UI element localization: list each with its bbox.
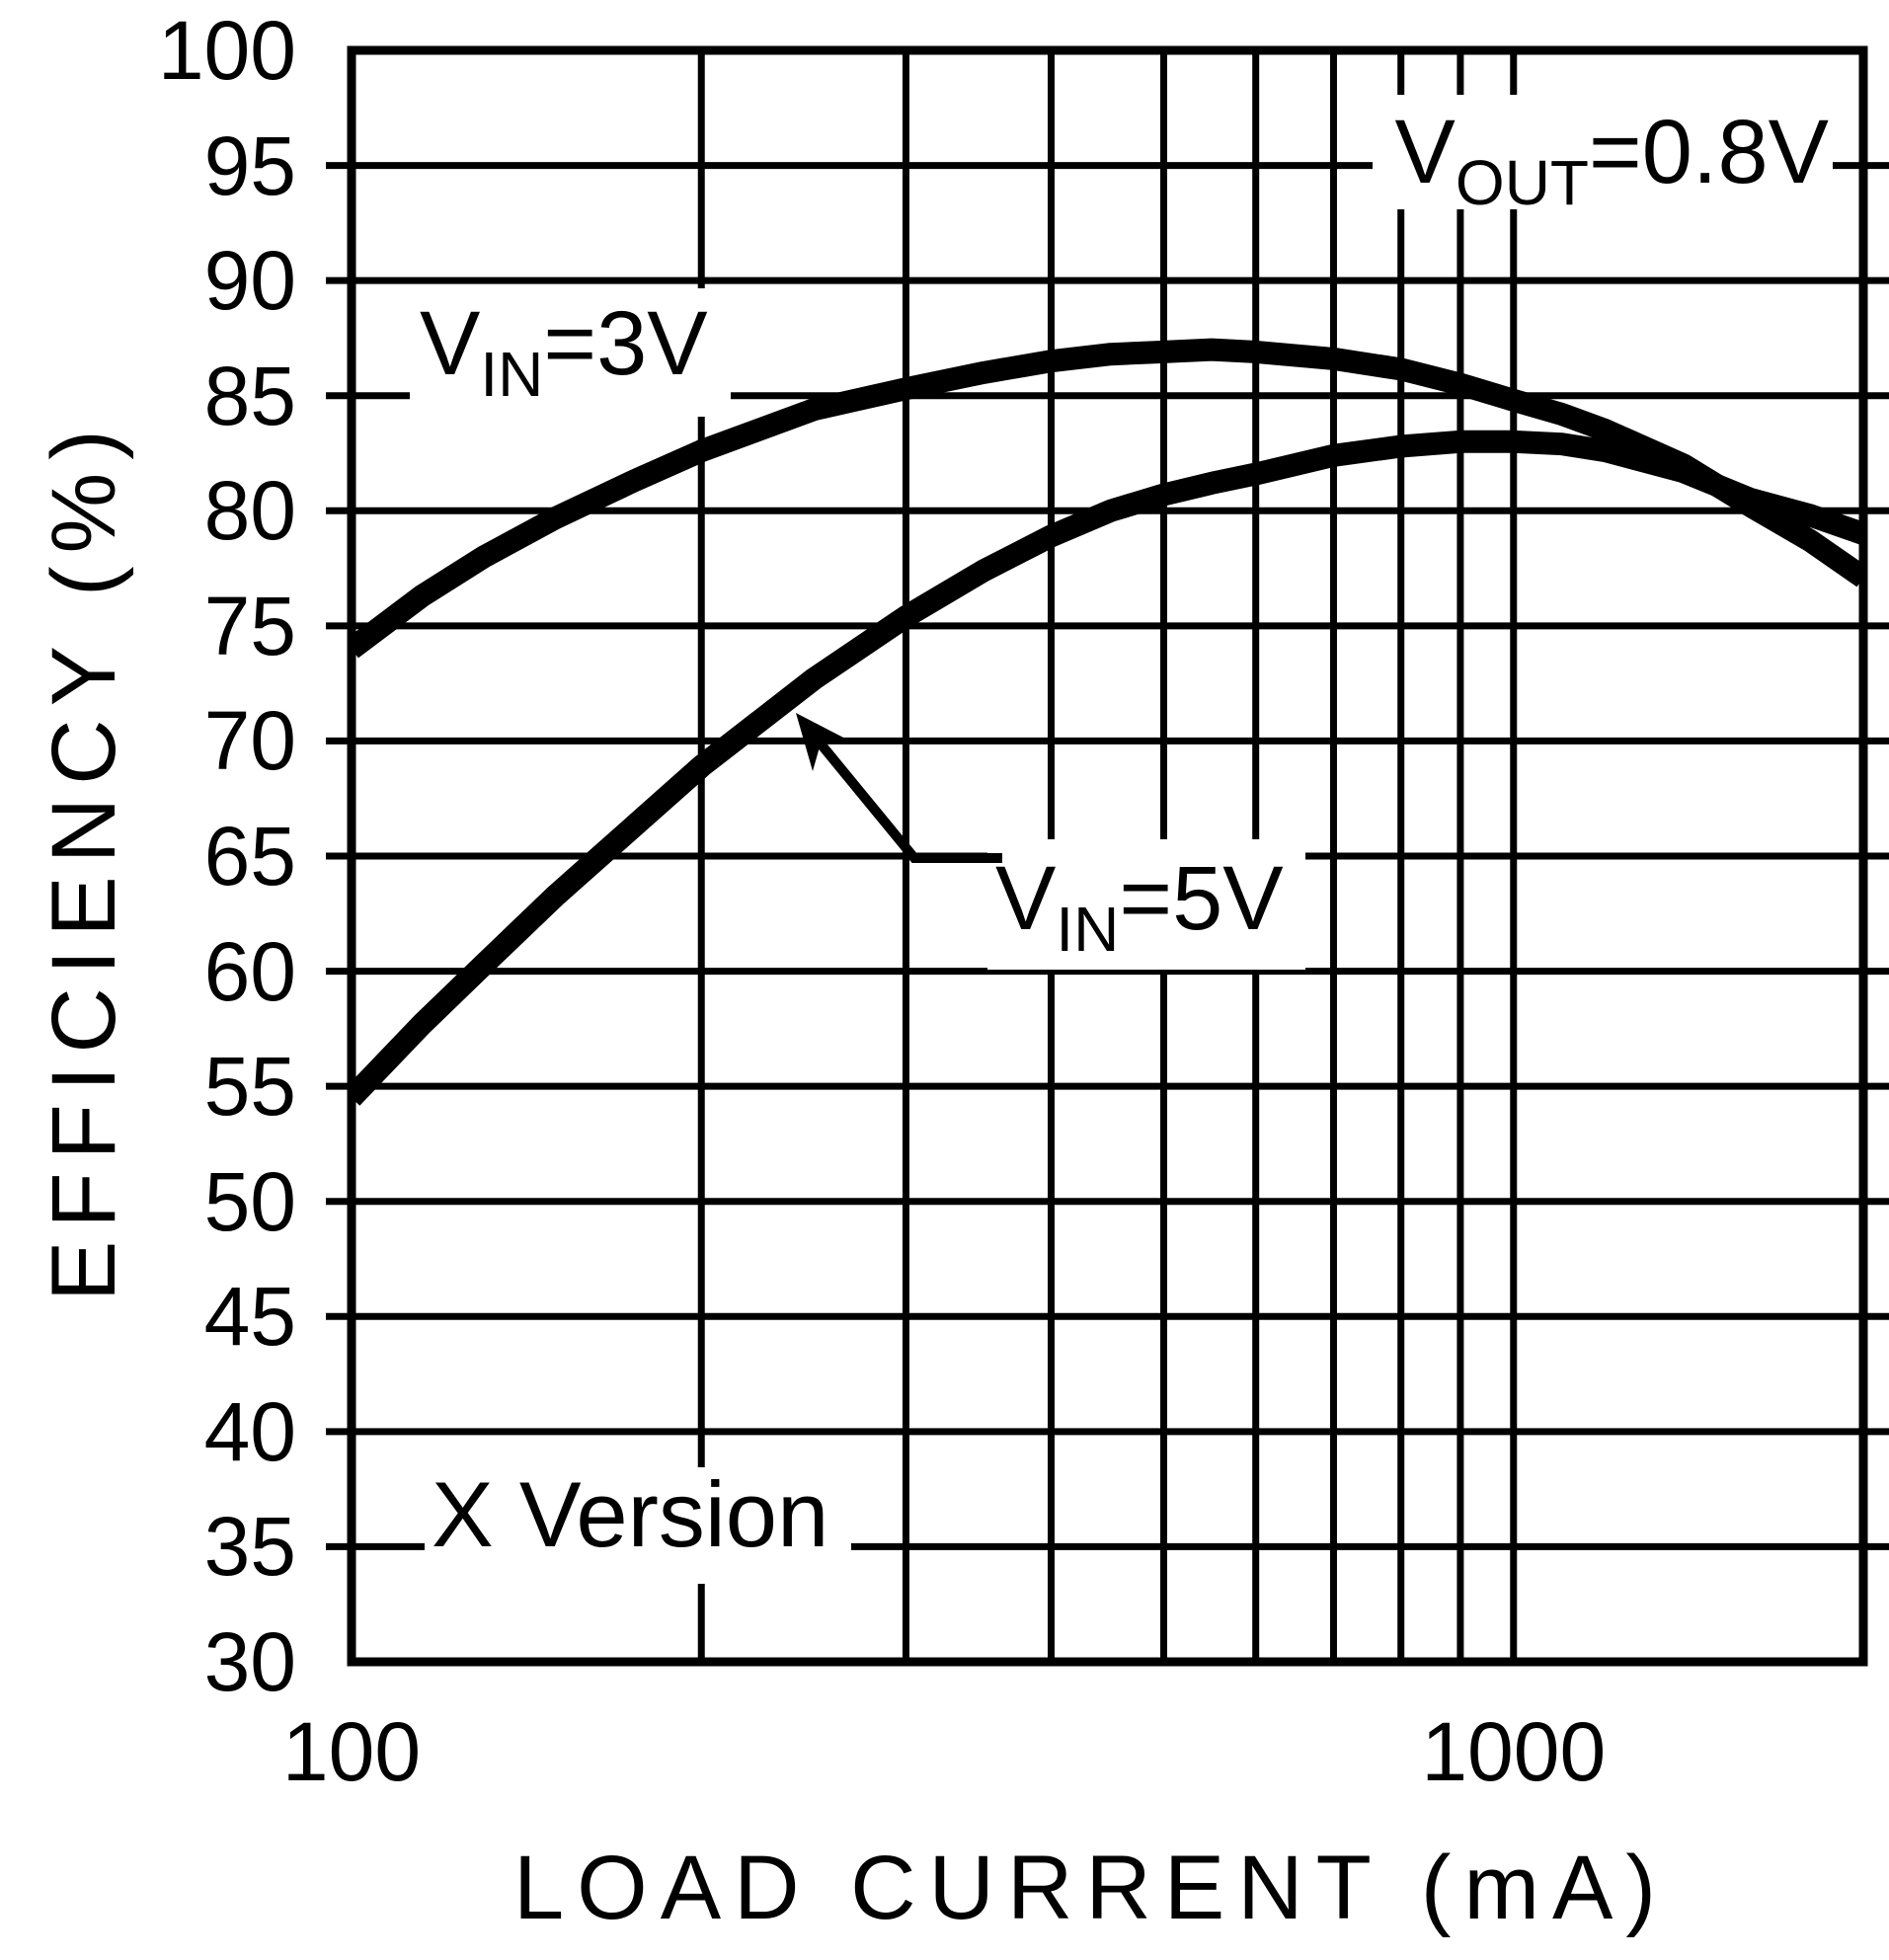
vin5-symbol: V (995, 848, 1057, 949)
y-tick-label: 70 (203, 694, 296, 788)
y-tick-label: 50 (203, 1154, 296, 1248)
y-tick-label: 60 (203, 924, 296, 1018)
y-tick-label: 35 (203, 1500, 296, 1594)
y-tick-label: 85 (203, 349, 296, 442)
vout-value: =0.8V (1589, 102, 1829, 202)
y-tick-label: 100 (157, 4, 296, 97)
curve-vin-5v (352, 430, 1863, 1106)
vout-symbol: V (1394, 102, 1456, 202)
y-tick-label: 45 (203, 1270, 296, 1364)
y-tick-label: 30 (203, 1615, 296, 1708)
x-tick-label: 1000 (1421, 1705, 1607, 1798)
label-mask (410, 288, 731, 417)
y-tick-label: 95 (203, 118, 296, 212)
y-tick-label: 90 (203, 234, 296, 328)
vin3-subscript: IN (480, 339, 544, 410)
curve-label-vin-3v: VIN=3V (420, 298, 708, 406)
curve-label-vin-5v: VIN=5V (995, 853, 1284, 961)
y-tick-label: 55 (203, 1040, 296, 1134)
vin5-subscript: IN (1056, 894, 1120, 965)
y-tick-label: 65 (203, 810, 296, 902)
x-axis-title: LOAD CURRENT (mA) (512, 1838, 1670, 1938)
annotation-arrow-head-icon (796, 713, 849, 771)
vin3-value: =3V (543, 293, 708, 394)
version-label: X Version (432, 1462, 829, 1566)
x-tick-label: 100 (281, 1705, 422, 1798)
y-tick-label: 40 (203, 1384, 296, 1478)
label-mask (425, 1467, 851, 1584)
label-mask (987, 839, 1305, 970)
y-axis-title: EFFICIENCY (%) (34, 417, 134, 1301)
annotation-arrow-shaft (816, 739, 1002, 863)
curve-vin-3v (352, 338, 1863, 659)
y-tick-label: 80 (203, 464, 296, 558)
plot-frame (347, 45, 1868, 1667)
vin3-symbol: V (420, 293, 481, 394)
vin5-value: =5V (1119, 848, 1284, 949)
condition-label-vout: VOUT=0.8V (1395, 107, 1829, 214)
vout-subscript: OUT (1455, 147, 1590, 218)
y-tick-label: 75 (203, 579, 296, 672)
label-mask (1373, 95, 1833, 209)
